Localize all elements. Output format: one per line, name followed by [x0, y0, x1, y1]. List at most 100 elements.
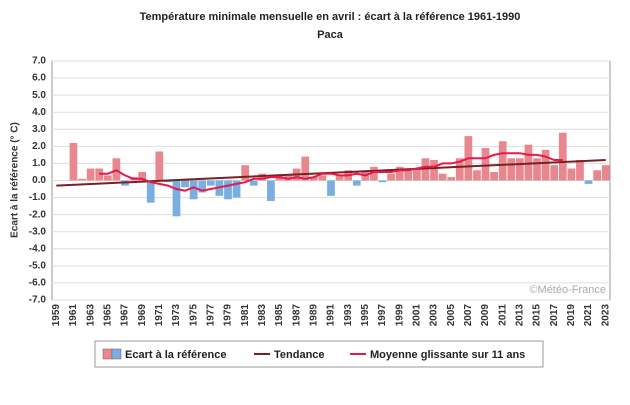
bar: [524, 144, 533, 181]
y-tick-label: 7.0: [32, 56, 46, 67]
y-tick-label: 3.0: [32, 124, 46, 135]
legend: [94, 340, 544, 368]
bar: [206, 180, 215, 186]
bar: [327, 180, 335, 196]
y-tick-label: 5.0: [32, 90, 46, 101]
bar: [455, 158, 464, 181]
bar: [318, 175, 327, 181]
x-tick-label: 1963: [85, 304, 96, 327]
bar: [576, 160, 584, 181]
bar: [567, 168, 576, 181]
x-tick-label: 1989: [308, 304, 319, 327]
x-tick-label: 1973: [171, 304, 182, 327]
bar: [473, 170, 481, 181]
y-tick-label: -5.0: [29, 260, 47, 271]
x-tick-label: 1991: [326, 304, 337, 327]
bar: [438, 173, 447, 181]
x-tick-label: 1959: [51, 304, 62, 327]
bar: [258, 173, 267, 181]
bar: [481, 148, 490, 181]
bar: [103, 175, 112, 181]
x-tick-label: 2023: [600, 304, 611, 327]
bar: [189, 180, 198, 200]
y-tick-label: -6.0: [29, 278, 47, 289]
watermark: ©Météo-France: [529, 284, 606, 296]
x-tick-label: 1995: [360, 304, 371, 327]
bar: [558, 132, 567, 181]
legend-label: Moyenne glissante sur 11 ans: [370, 349, 525, 361]
bar: [593, 170, 601, 181]
bar: [352, 180, 361, 186]
y-tick-label: 1.0: [32, 158, 46, 169]
x-tick-label: 2015: [532, 304, 543, 327]
x-tick-label: 2021: [583, 304, 594, 327]
x-tick-label: 1981: [240, 304, 251, 327]
legend-label: Tendance: [274, 349, 325, 361]
bar: [172, 180, 181, 217]
moving-average-line: [99, 152, 563, 192]
bar: [541, 149, 550, 181]
bar: [387, 173, 395, 181]
y-tick-label: 2.0: [32, 141, 46, 152]
chart-title: Température minimale mensuelle en avril …: [140, 11, 521, 23]
x-tick-label: 1993: [343, 304, 354, 327]
bar: [404, 168, 413, 181]
bar: [69, 142, 78, 181]
bar: [584, 180, 593, 184]
y-tick-label: -7.0: [29, 295, 47, 306]
x-tick-label: 1967: [120, 304, 131, 327]
chart-subtitle: Paca: [317, 29, 344, 41]
bar: [86, 168, 95, 181]
x-tick-label: 2005: [446, 304, 457, 327]
legend-label: Ecart à la référence: [125, 349, 227, 361]
legend-swatch: [102, 348, 113, 360]
bar: [430, 160, 438, 181]
bar: [370, 166, 378, 181]
x-tick-label: 1961: [68, 304, 79, 327]
x-tick-label: 1979: [223, 304, 234, 327]
bar: [507, 158, 516, 181]
bar: [138, 171, 147, 181]
x-tick-label: 1969: [137, 304, 148, 327]
x-tick-label: 1999: [394, 304, 405, 327]
bar: [241, 165, 250, 181]
bar: [267, 180, 275, 201]
y-tick-label: 6.0: [32, 73, 46, 84]
x-tick-label: 2013: [515, 304, 526, 327]
bar: [224, 180, 232, 200]
bar: [309, 177, 318, 181]
y-axis-label: Ecart à la référence (° C): [10, 122, 21, 238]
x-tick-label: 2019: [566, 304, 577, 327]
x-tick-label: 1983: [257, 304, 268, 327]
y-tick-label: -3.0: [29, 226, 47, 237]
bar: [335, 175, 344, 181]
x-tick-label: 2017: [549, 304, 560, 327]
y-tick-label: 0.0: [32, 175, 46, 186]
y-tick-label: -2.0: [29, 209, 47, 220]
x-tick-label: 1965: [102, 304, 113, 327]
bar: [515, 158, 524, 181]
bar: [249, 180, 258, 186]
y-tick-label: -1.0: [29, 192, 47, 203]
bar: [198, 180, 207, 193]
bar: [232, 180, 241, 198]
bar: [395, 166, 404, 181]
x-tick-label: 1971: [154, 304, 165, 327]
bar: [78, 178, 86, 181]
x-tick-label: 2011: [497, 304, 508, 326]
x-tick-label: 1975: [188, 304, 199, 327]
y-tick-label: -4.0: [29, 243, 47, 254]
bar: [601, 165, 610, 181]
bar: [490, 171, 498, 181]
bar: [146, 180, 155, 203]
bar: [447, 177, 456, 181]
x-tick-label: 1985: [274, 304, 285, 327]
legend-swatch: [111, 348, 122, 360]
x-tick-label: 2007: [463, 304, 474, 327]
x-tick-label: 2001: [411, 304, 422, 327]
bar: [378, 180, 387, 183]
bar: [412, 168, 421, 181]
bar: [155, 151, 164, 181]
x-tick-label: 2009: [480, 304, 491, 327]
